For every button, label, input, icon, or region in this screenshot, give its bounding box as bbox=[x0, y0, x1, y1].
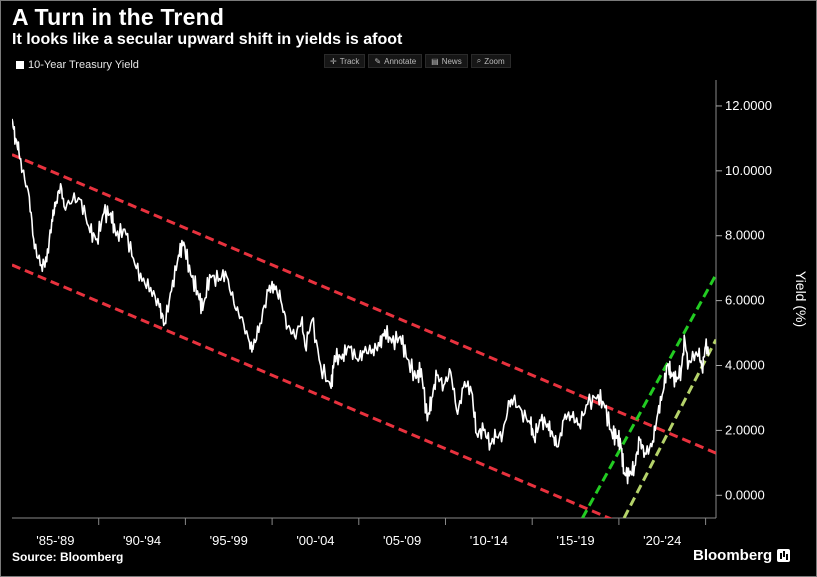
brand-name: Bloomberg bbox=[693, 547, 773, 564]
newspaper-icon: ▤ bbox=[431, 56, 439, 66]
y-tick-label: 10.0000 bbox=[725, 163, 772, 178]
zoom-button[interactable]: ⌕ Zoom bbox=[470, 54, 511, 68]
chart-subtitle: It looks like a secular upward shift in … bbox=[12, 31, 403, 48]
y-tick-label: 12.0000 bbox=[725, 98, 772, 113]
chart-toolbar: ✛ Track ✎ Annotate ▤ News ⌕ Zoom bbox=[324, 54, 511, 68]
track-button[interactable]: ✛ Track bbox=[324, 54, 366, 68]
annotate-label: Annotate bbox=[384, 56, 417, 66]
trendline-2 bbox=[12, 263, 613, 518]
trendline-1 bbox=[12, 153, 716, 455]
source-note: Source: Bloomberg bbox=[12, 550, 124, 564]
trendline-4 bbox=[622, 338, 716, 518]
x-tick-label: '90-'94 bbox=[123, 533, 161, 548]
brand-mark: Bloomberg bbox=[693, 547, 791, 564]
chart-title: A Turn in the Trend bbox=[12, 4, 225, 30]
news-button[interactable]: ▤ News bbox=[425, 54, 468, 68]
pencil-icon: ✎ bbox=[374, 56, 382, 66]
magnifier-icon: ⌕ bbox=[476, 56, 482, 65]
crosshair-icon: ✛ bbox=[330, 56, 337, 66]
legend: 10-Year Treasury Yield bbox=[16, 59, 139, 71]
y-tick-label: 2.0000 bbox=[725, 422, 765, 437]
news-label: News bbox=[441, 56, 462, 66]
y-tick-label: 6.0000 bbox=[725, 293, 765, 308]
series-line-1 bbox=[12, 118, 710, 485]
trendline-3 bbox=[581, 273, 716, 518]
zoom-label: Zoom bbox=[484, 56, 505, 66]
chart-bars-icon bbox=[777, 549, 791, 562]
x-tick-label: '20-'24 bbox=[643, 533, 681, 548]
x-tick-label: '00-'04 bbox=[296, 533, 334, 548]
y-axis-label: Yield (%) bbox=[793, 271, 809, 327]
x-tick-label: '15-'19 bbox=[556, 533, 594, 548]
y-tick-label: 0.0000 bbox=[725, 487, 765, 502]
y-tick-label: 4.0000 bbox=[725, 358, 765, 373]
x-tick-label: '95-'99 bbox=[210, 533, 248, 548]
legend-swatch bbox=[16, 61, 24, 69]
x-tick-label: '10-'14 bbox=[470, 533, 508, 548]
track-label: Track bbox=[339, 56, 360, 66]
legend-label: 10-Year Treasury Yield bbox=[28, 59, 139, 71]
x-tick-label: '85-'89 bbox=[36, 533, 74, 548]
y-tick-label: 8.0000 bbox=[725, 228, 765, 243]
x-tick-label: '05-'09 bbox=[383, 533, 421, 548]
annotate-button[interactable]: ✎ Annotate bbox=[368, 54, 423, 68]
